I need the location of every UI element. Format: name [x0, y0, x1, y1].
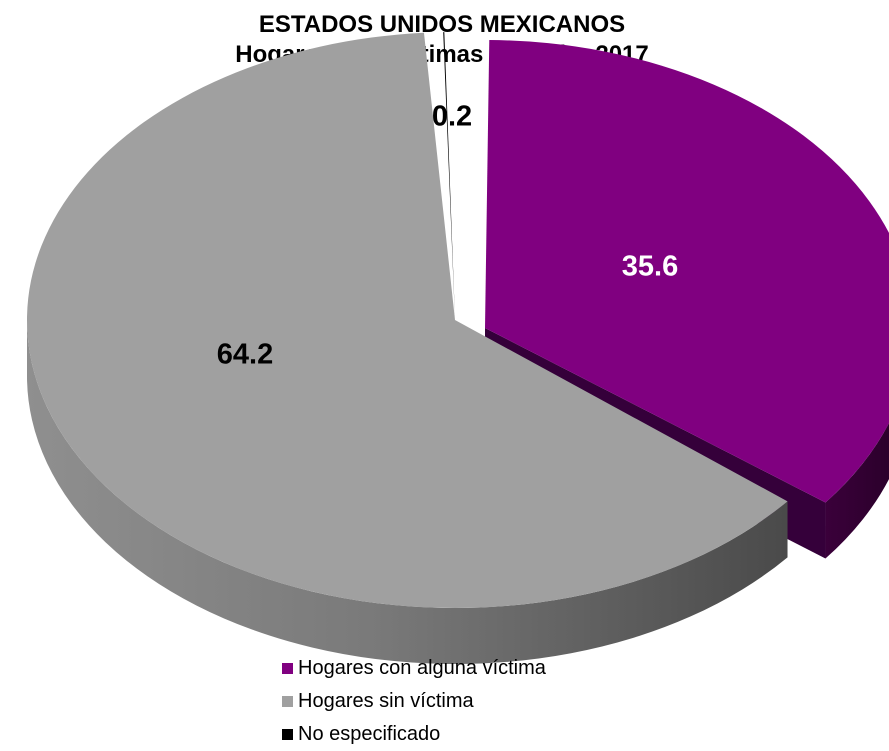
chart-title: ESTADOS UNIDOS MEXICANOS [259, 11, 625, 38]
legend-item-no-especificado: No especificado [282, 718, 642, 751]
legend: Hogares con alguna víctima Hogares sin v… [282, 652, 642, 751]
data-label-con-victima: 35.6 [622, 251, 678, 283]
slice-no-especificado [443, 32, 455, 320]
slice-side-con-victima [825, 422, 889, 559]
data-label-sin-victima: 64.2 [217, 339, 273, 371]
legend-label-no-especificado: No especificado [298, 723, 441, 745]
slice-con-victima [485, 40, 889, 503]
legend-label-con-victima: Hogares con alguna víctima [298, 657, 546, 679]
legend-item-sin-victima: Hogares sin víctima [282, 685, 642, 718]
legend-swatch-sin-victima [282, 696, 293, 707]
legend-label-sin-victima: Hogares sin víctima [298, 690, 474, 712]
legend-swatch-no-especificado [282, 729, 293, 740]
legend-item-con-victima: Hogares con alguna víctima [282, 652, 642, 685]
data-label-no-especificado: 0.2 [432, 101, 472, 133]
pie-slices [26, 32, 889, 664]
data-labels: 35.6 64.2 0.2 [217, 101, 678, 371]
slice-sin-victima [26, 32, 788, 609]
legend-swatch-con-victima [282, 663, 293, 674]
slice-side-sin-victima [27, 320, 788, 664]
